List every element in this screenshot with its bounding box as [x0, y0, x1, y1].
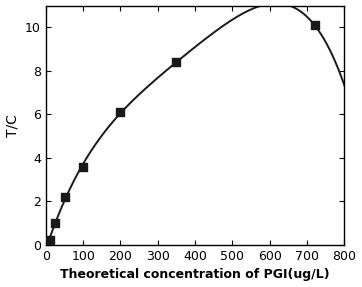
- Point: [52, 221, 58, 226]
- Point: [118, 110, 123, 115]
- Point: [47, 237, 52, 242]
- Point: [174, 60, 180, 65]
- Point: [62, 195, 67, 199]
- X-axis label: Theoretical concentration of PGI(ug/L): Theoretical concentration of PGI(ug/L): [60, 268, 330, 282]
- Y-axis label: T/C: T/C: [5, 114, 20, 137]
- Point: [312, 23, 317, 28]
- Point: [80, 164, 86, 169]
